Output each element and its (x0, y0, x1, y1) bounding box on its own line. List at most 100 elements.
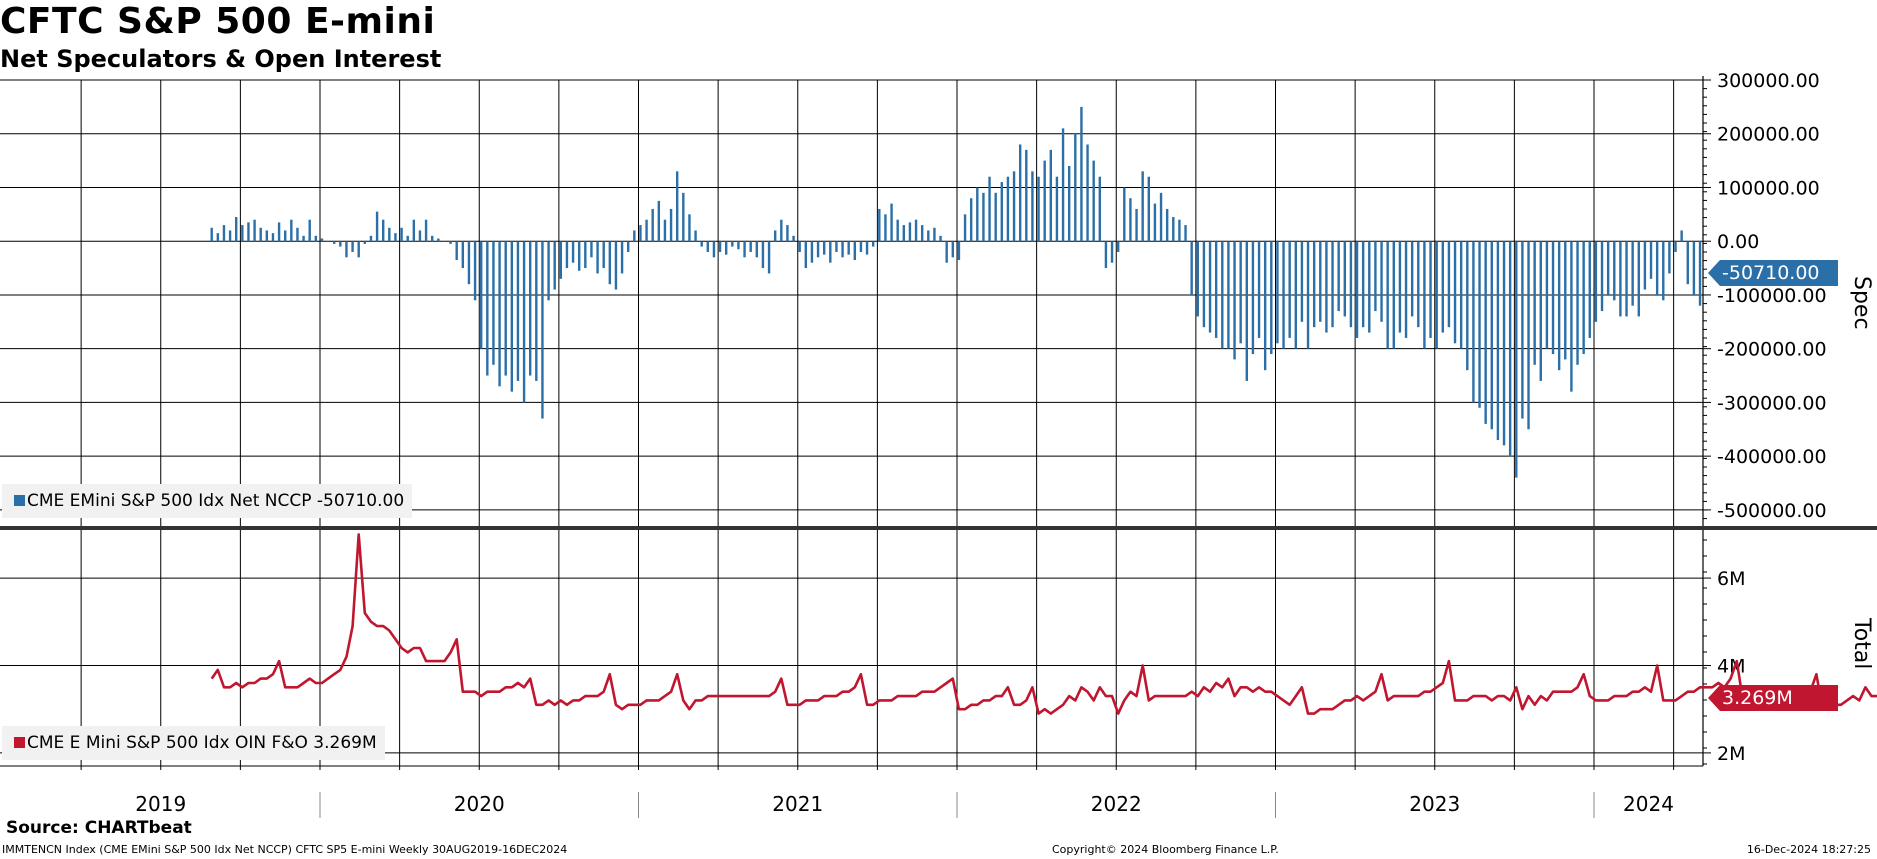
spec-bar (1545, 241, 1549, 349)
spec-bar (1466, 241, 1469, 371)
legend-spec-label: CME EMini S&P 500 Idx Net NCCP -50710.00 (27, 491, 405, 511)
spec-bar (871, 241, 875, 247)
spec-bar (712, 241, 716, 258)
chart-title: CFTC S&P 500 E-mini (0, 1, 436, 42)
x-axis-year-label: 2023 (1409, 792, 1460, 816)
spec-bar (369, 235, 373, 242)
spec-bar (1337, 241, 1340, 312)
spec-bar (1288, 241, 1291, 338)
spec-bar (896, 219, 899, 242)
spec-bar (1147, 176, 1150, 242)
legend-total-label: CME E Mini S&P 500 Idx OIN F&O 3.269M (27, 733, 377, 753)
spec-bar (1515, 241, 1518, 478)
spec-bar (1643, 241, 1647, 290)
spec-bar (602, 241, 605, 269)
footer-copyright: Copyright© 2024 Bloomberg Finance L.P. (1052, 843, 1279, 856)
footer-timestamp: 16-Dec-2024 18:27:25 (1746, 843, 1871, 856)
spec-bar (1478, 241, 1481, 408)
spec-bar (700, 241, 703, 247)
spec-bar (724, 241, 728, 255)
spec-bar (259, 227, 262, 242)
spec-bar (878, 208, 881, 242)
spec-bar (1508, 241, 1512, 457)
spec-bar (792, 235, 795, 242)
spec-bar (1410, 241, 1414, 317)
spec-bar (1472, 241, 1475, 403)
spec-bar (535, 241, 538, 381)
spec-bar (1300, 241, 1304, 322)
spec-bar (326, 241, 330, 243)
spec-bar (829, 241, 832, 263)
spec-bar (1386, 241, 1389, 349)
spec-bar (1564, 241, 1567, 360)
spec-bar (933, 227, 936, 242)
spec-bar (743, 241, 746, 258)
spec-bar (314, 235, 318, 242)
spec-bar (1202, 241, 1206, 328)
spec-bar (1392, 241, 1395, 349)
spec-bar (1631, 241, 1634, 306)
spec-bar (737, 241, 740, 250)
spec-bar (424, 219, 428, 242)
spec-bar (1674, 241, 1677, 252)
spec-bar (626, 241, 630, 252)
spec-bar (706, 241, 710, 252)
spec-bar (939, 235, 942, 242)
spec-bar (1141, 171, 1144, 242)
total-tick-label: 2M (1717, 743, 1745, 765)
spec-bar (247, 222, 250, 242)
spec-bar (1539, 241, 1542, 381)
spec-bar (1361, 241, 1365, 328)
legend-spec: CME EMini S&P 500 Idx Net NCCP -50710.00 (2, 484, 413, 518)
spec-bar (1692, 241, 1696, 295)
spec-bar (1000, 182, 1004, 242)
spec-tick-label: -500000.00 (1717, 500, 1827, 522)
spec-bar (541, 241, 544, 419)
spec-bar (571, 241, 575, 263)
spec-bar (1441, 241, 1444, 333)
spec-bar (1606, 241, 1610, 295)
spec-bar (1135, 208, 1138, 242)
spec-bar (1178, 219, 1181, 242)
spec-bar (296, 227, 299, 242)
spec-bar (1196, 241, 1199, 317)
total-axis-label: Total (1849, 618, 1874, 670)
spec-bar (988, 176, 991, 242)
spec-bar (461, 241, 465, 269)
spec-bar (333, 241, 336, 244)
spec-bar (1447, 241, 1451, 328)
spec-bar (1668, 241, 1671, 274)
spec-bar (1263, 241, 1267, 371)
spec-bar (810, 241, 814, 263)
spec-bar (1312, 241, 1316, 328)
spec-bar (216, 233, 220, 242)
spec-bar (1355, 241, 1359, 338)
spec-bar (320, 238, 324, 242)
spec-bar (1496, 241, 1500, 441)
spec-bar (1649, 241, 1653, 279)
spec-bar (1613, 241, 1616, 301)
x-axis-year-label: 2019 (135, 792, 186, 816)
spec-bar (345, 241, 348, 258)
spec-bar (1282, 241, 1285, 349)
spec-bar (1325, 241, 1328, 333)
spec-bar (804, 241, 808, 269)
spec-bar (1190, 241, 1193, 295)
spec-bar (816, 241, 820, 258)
spec-tick-label: -200000.00 (1717, 339, 1827, 361)
x-axis-year-label: 2020 (454, 792, 505, 816)
spec-bar (1221, 241, 1224, 349)
spec-bar (1655, 241, 1659, 295)
spec-bar (516, 241, 520, 381)
spec-bar (614, 241, 618, 290)
spec-bar (1012, 171, 1016, 242)
spec-bar (1698, 241, 1702, 306)
spec-bar (1588, 241, 1591, 338)
x-axis-year-label: 2021 (772, 792, 823, 816)
spec-bar (492, 241, 495, 365)
total-tick-label: 6M (1717, 568, 1745, 590)
spec-bar (902, 225, 906, 242)
spec-bar (1343, 241, 1346, 317)
spec-bar (884, 214, 887, 242)
